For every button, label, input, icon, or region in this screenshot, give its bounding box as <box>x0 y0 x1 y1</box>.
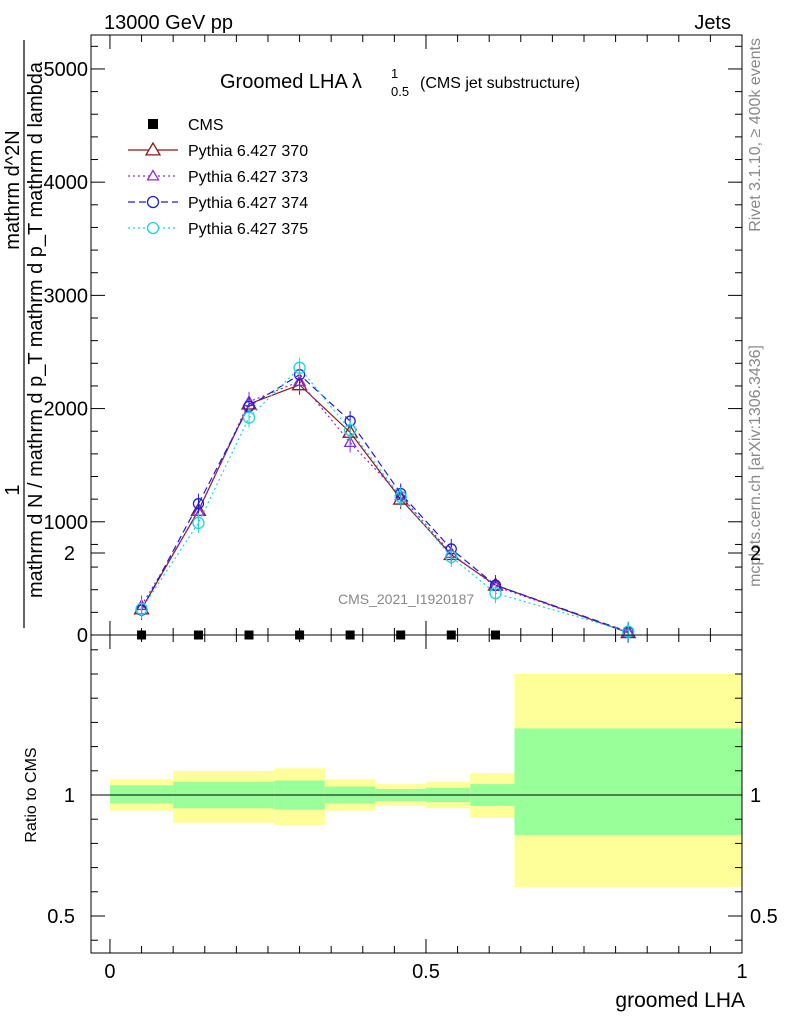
main-panel: 0 1000 2000 3000 4000 5000 1 mathrm d N / mat… <box>2 34 743 647</box>
ratio-frame <box>90 634 743 954</box>
ratio-y-tick-label: 0.5 <box>47 906 75 928</box>
title-sup: 1 <box>391 66 398 81</box>
title-sub: 0.5 <box>391 84 409 99</box>
ratio-y-tick-label-right: 1 <box>750 785 761 807</box>
ratio-axes: 0.5 0.5 1 1 2 2 0 0.5 1 <box>47 543 778 983</box>
y-tick-label: 1000 <box>44 512 89 534</box>
rivet-label: Rivet 3.1.10, ≥ 400k events <box>747 38 764 232</box>
series-line <box>141 380 629 634</box>
legend-label: Pythia 6.427 375 <box>188 221 308 238</box>
main-y-axis: 0 1000 2000 3000 4000 5000 <box>44 35 743 647</box>
header-left: 13000 GeV pp <box>104 12 233 34</box>
ratio-y-tick-label: 1 <box>64 785 75 807</box>
ratio-y-tick-label: 2 <box>64 543 75 565</box>
ratio-band-inner <box>109 785 174 804</box>
legend-label: Pythia 6.427 370 <box>188 143 308 160</box>
x-tick-label: 1 <box>736 961 747 983</box>
legend-item: Pythia 6.427 374 <box>128 195 308 212</box>
legend: CMS Pythia 6.427 370 Pythia 6.427 373 Pythi… <box>128 117 308 238</box>
legend-label: Pythia 6.427 373 <box>188 169 308 186</box>
series-pythia-6-427-375 <box>135 357 635 642</box>
legend-item: Pythia 6.427 375 <box>128 221 308 238</box>
legend-item: Pythia 6.427 373 <box>128 169 308 186</box>
ratio-band-inner <box>514 728 742 835</box>
main-y-label: 1 mathrm d N / mathrm d p_T mathrm d p_T… <box>2 40 47 628</box>
main-series <box>133 357 637 643</box>
legend-label: Pythia 6.427 374 <box>188 195 308 212</box>
chart-title: Groomed LHA λ 1 0.5 (CMS jet substructure… <box>220 66 580 99</box>
legend-marker <box>146 221 160 235</box>
y-tick-label: 3000 <box>44 285 89 307</box>
x-axis-label: groomed LHA <box>615 989 745 1012</box>
x-tick-label: 0 <box>104 961 115 983</box>
title-main: Groomed LHA λ <box>220 71 362 93</box>
legend-item: Pythia 6.427 370 <box>128 141 308 160</box>
legend-label: CMS <box>188 117 224 134</box>
y-label-numerator: 1 <box>2 484 24 495</box>
x-tick-label: 0.5 <box>412 961 440 983</box>
y-label-top: mathrm d^2N <box>2 130 24 249</box>
legend-marker <box>146 195 160 209</box>
ratio-y-tick-label-right: 2 <box>750 543 761 565</box>
y-label-denominator: mathrm d N / mathrm d p_T mathrm d p_T m… <box>25 61 47 598</box>
y-tick-label: 2000 <box>44 399 89 421</box>
y-tick-label: 5000 <box>44 59 89 81</box>
legend-item: CMS <box>148 117 224 134</box>
header-right: Jets <box>694 12 731 34</box>
analysis-watermark: CMS_2021_I1920187 <box>338 591 474 607</box>
legend-marker <box>146 169 160 181</box>
ratio-panel: 0.5 0.5 1 1 2 2 0 0.5 1 Ratio to CMS groomed LHA <box>23 543 778 1012</box>
ratio-y-tick-label-right: 0.5 <box>750 906 778 928</box>
title-note: (CMS jet substructure) <box>420 75 580 92</box>
y-tick-label: 4000 <box>44 172 89 194</box>
mcplots-label: mcplots.cern.ch [arXiv:1306.3436] <box>747 345 764 587</box>
y-tick-label: 0 <box>77 625 88 647</box>
ratio-bands <box>109 674 742 887</box>
legend-marker <box>148 119 158 129</box>
legend-marker <box>144 141 162 156</box>
ratio-y-label: Ratio to CMS <box>23 747 40 842</box>
